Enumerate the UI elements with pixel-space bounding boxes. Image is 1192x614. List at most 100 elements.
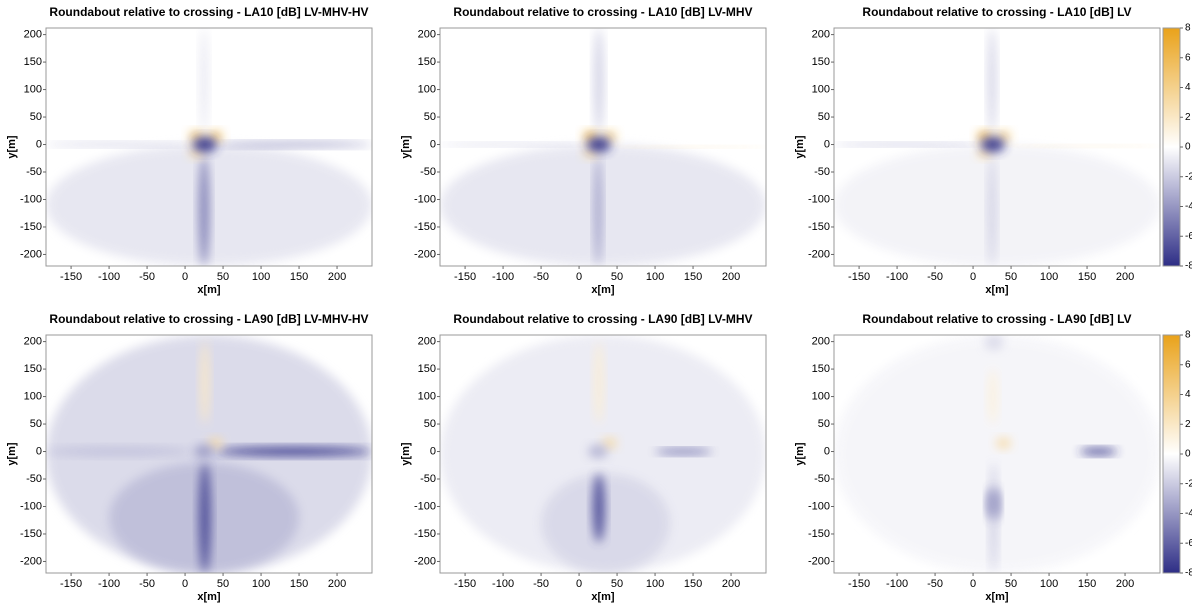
x-tick-label: -50 <box>139 578 155 590</box>
heat-region <box>46 142 193 147</box>
heat-region <box>440 144 766 266</box>
heat-region <box>995 437 1012 449</box>
heat-region <box>588 444 608 459</box>
panel: Roundabout relative to crossing - LA90 [… <box>6 312 373 603</box>
heat-region <box>215 447 372 456</box>
colorbar-tick-label: 0 <box>1185 142 1191 153</box>
y-tick-label: 200 <box>24 336 42 348</box>
x-tick-label: -50 <box>533 578 549 590</box>
colorbar-tick-label: 2 <box>1185 419 1191 430</box>
y-tick-label: -100 <box>414 193 436 205</box>
y-tick-label: 0 <box>824 445 830 457</box>
y-tick-label: 200 <box>418 29 436 41</box>
y-tick-label: 200 <box>24 29 42 41</box>
heat-region <box>834 142 981 147</box>
y-tick-label: 100 <box>418 390 436 402</box>
x-tick-label: 50 <box>217 578 229 590</box>
y-axis-label: y[m] <box>794 135 806 159</box>
x-tick-label: -150 <box>60 578 82 590</box>
heat-region <box>440 142 587 147</box>
heat-region <box>594 341 604 425</box>
heatmap <box>834 335 1160 573</box>
x-tick-label: 50 <box>1005 578 1017 590</box>
heat-region <box>192 136 217 153</box>
chart-title: Roundabout relative to crossing - LA10 [… <box>453 5 752 19</box>
x-tick-label: 50 <box>217 271 229 283</box>
x-tick-label: -150 <box>454 578 476 590</box>
heatmap <box>46 28 372 266</box>
y-tick-label: -200 <box>20 248 42 260</box>
y-tick-label: 150 <box>24 363 42 375</box>
x-axis-label: x[m] <box>591 591 615 603</box>
colorbar-tick-label: 2 <box>1185 112 1191 123</box>
plot-frame <box>439 334 767 574</box>
y-tick-label: -200 <box>20 555 42 567</box>
x-tick-label: 100 <box>252 271 270 283</box>
colorbar <box>1162 27 1181 267</box>
heat-region <box>46 447 193 456</box>
x-tick-label: 0 <box>970 578 976 590</box>
x-axis-label: x[m] <box>591 284 615 296</box>
chart-title: Roundabout relative to crossing - LA90 [… <box>49 312 368 326</box>
x-tick-label: 200 <box>1116 271 1134 283</box>
y-tick-label: -100 <box>808 193 830 205</box>
y-tick-label: -200 <box>808 248 830 260</box>
y-tick-label: 200 <box>418 336 436 348</box>
heatmap <box>440 335 766 573</box>
panel: Roundabout relative to crossing - LA90 [… <box>400 312 767 603</box>
y-tick-label: 150 <box>24 56 42 68</box>
y-tick-label: -50 <box>814 166 830 178</box>
colorbar-tick-label: 6 <box>1185 52 1191 63</box>
x-tick-label: 50 <box>611 578 623 590</box>
x-tick-label: -50 <box>139 271 155 283</box>
y-tick-label: -100 <box>808 500 830 512</box>
x-tick-label: -50 <box>927 578 943 590</box>
y-tick-label: -100 <box>414 500 436 512</box>
colorbar-tick-label: -4 <box>1185 201 1192 212</box>
x-tick-label: -100 <box>98 578 120 590</box>
x-axis-label: x[m] <box>985 591 1009 603</box>
heat-region <box>613 145 766 148</box>
heat-region <box>1007 145 1160 148</box>
y-tick-label: 150 <box>418 56 436 68</box>
x-tick-label: 150 <box>1078 578 1096 590</box>
chart-title: Roundabout relative to crossing - LA10 [… <box>862 5 1131 19</box>
x-tick-label: -150 <box>454 271 476 283</box>
y-tick-label: -50 <box>26 166 42 178</box>
colorbar-tick-label: -6 <box>1185 538 1192 549</box>
heat-region <box>988 155 996 266</box>
x-tick-label: 200 <box>1116 578 1134 590</box>
y-tick-label: 150 <box>418 363 436 375</box>
colorbar-tick-label: 4 <box>1185 389 1191 400</box>
heat-region <box>541 473 671 573</box>
y-axis-label: y[m] <box>400 442 412 466</box>
colorbar-tick-label: 8 <box>1185 23 1191 34</box>
y-axis-label: y[m] <box>794 442 806 466</box>
x-tick-label: 200 <box>328 578 346 590</box>
plot-frame <box>833 27 1161 267</box>
x-tick-label: 100 <box>646 271 664 283</box>
panel: Roundabout relative to crossing - LA10 [… <box>6 5 373 296</box>
heat-region <box>194 444 214 459</box>
chart-title: Roundabout relative to crossing - LA10 [… <box>49 5 368 19</box>
heat-region <box>988 28 996 134</box>
x-tick-label: -150 <box>848 271 870 283</box>
y-tick-label: -50 <box>814 473 830 485</box>
colorbar-tick-label: -2 <box>1185 478 1192 489</box>
y-tick-label: -200 <box>414 555 436 567</box>
colorbar-tick-label: -6 <box>1185 231 1192 242</box>
x-tick-label: -100 <box>98 271 120 283</box>
heat-region <box>594 155 602 266</box>
y-tick-label: -50 <box>420 473 436 485</box>
colorbar-tick-label: 6 <box>1185 359 1191 370</box>
y-tick-label: -150 <box>808 221 830 233</box>
heat-region <box>198 462 211 573</box>
x-tick-label: 50 <box>1005 271 1017 283</box>
y-tick-label: 0 <box>824 138 830 150</box>
heat-region <box>834 335 1160 573</box>
colorbar <box>1162 334 1181 574</box>
x-tick-label: 100 <box>1040 271 1058 283</box>
colorbar-tick-label: -8 <box>1185 568 1192 579</box>
heat-region <box>200 341 210 425</box>
